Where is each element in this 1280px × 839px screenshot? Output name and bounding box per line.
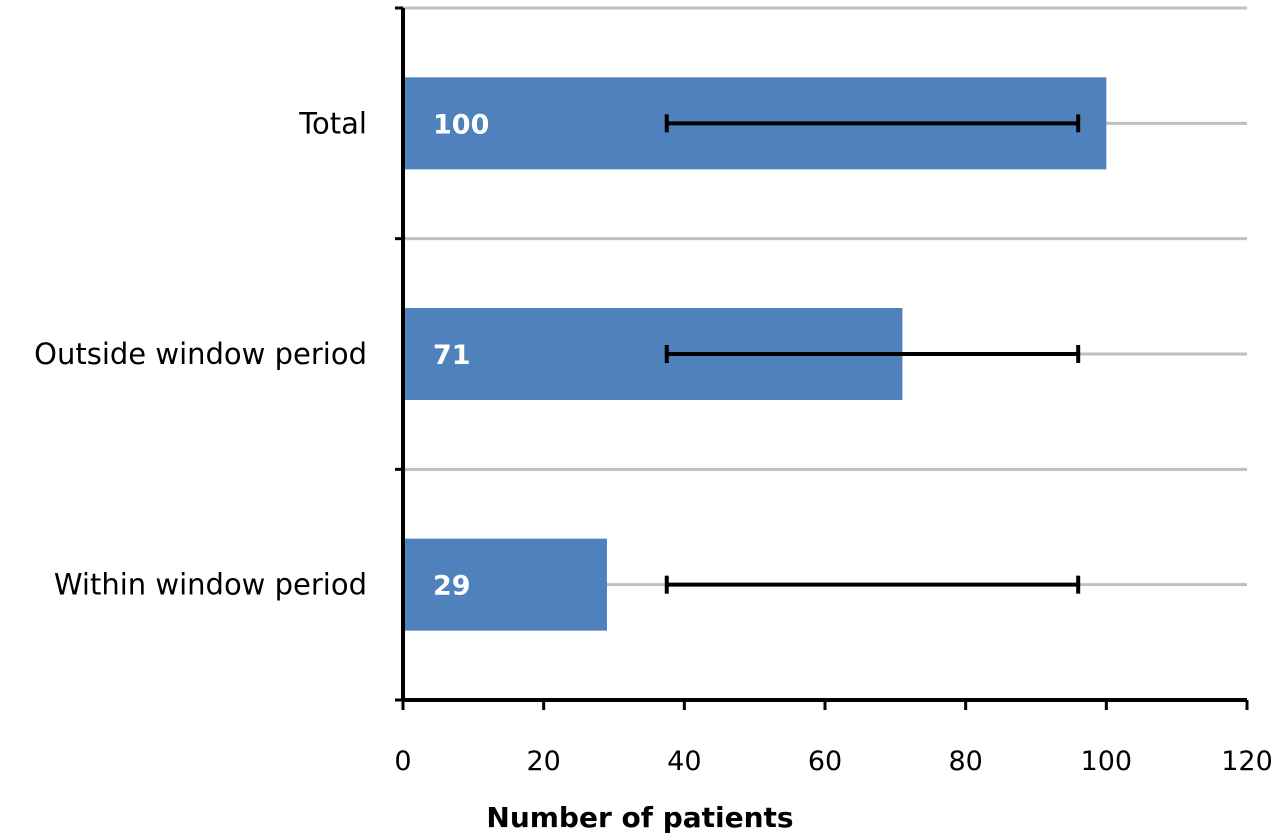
x-tick-label: 40 <box>667 746 701 777</box>
x-axis-title: Number of patients <box>486 801 793 834</box>
bar-value-label: 100 <box>433 109 489 140</box>
x-tick-label: 80 <box>948 746 982 777</box>
labels: 100 Total 71 Outside window period 29 Within … <box>34 106 1273 777</box>
x-tick-label: 60 <box>808 746 842 777</box>
category-label: Outside window period <box>34 337 367 371</box>
axes <box>395 6 1249 710</box>
category-label: Total <box>298 106 367 140</box>
x-tick-label: 100 <box>1081 746 1133 777</box>
x-tick-label: 20 <box>526 746 560 777</box>
category-label: Within window period <box>54 568 367 602</box>
x-tick-label: 0 <box>394 746 411 777</box>
bar-value-label: 29 <box>433 571 471 602</box>
bar <box>403 538 607 631</box>
error-bars <box>664 114 1081 594</box>
bar-value-label: 71 <box>433 340 471 371</box>
x-tick-label: 120 <box>1221 746 1273 777</box>
